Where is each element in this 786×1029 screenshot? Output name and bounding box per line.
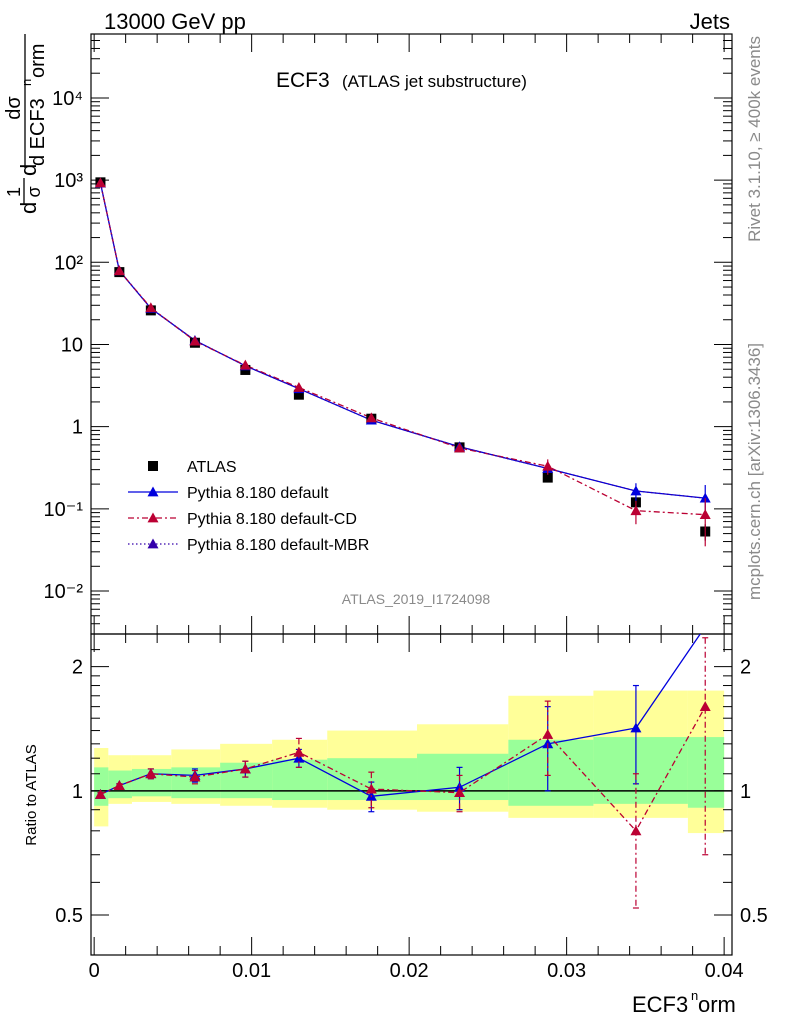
side-text-top: Rivet 3.1.10, ≥ 400k events xyxy=(745,36,764,242)
x-tick-label: 0.01 xyxy=(232,960,271,982)
analysis-tag: ATLAS_2019_I1724098 xyxy=(342,591,491,607)
ylabel-d1: d xyxy=(16,202,41,214)
y-tick-label: 1 xyxy=(72,417,83,439)
ratio-point xyxy=(454,781,466,792)
ratio-point xyxy=(113,780,125,790)
ylabel-dsigma: dσ xyxy=(3,96,25,120)
data-point-triangle xyxy=(454,442,466,453)
ratio-point xyxy=(239,763,251,774)
legend-marker xyxy=(147,512,159,523)
y-tick-label: 10 xyxy=(61,334,83,356)
ylabel-d2: d xyxy=(16,164,41,176)
data-point-triangle xyxy=(189,335,201,346)
ratio-point xyxy=(630,825,642,836)
ylabel-1: 1 xyxy=(4,187,24,197)
ratio-point xyxy=(365,783,377,794)
data-point-triangle xyxy=(145,302,157,313)
ratio-frame xyxy=(90,633,733,956)
ratio-point xyxy=(699,701,711,712)
legend-marker xyxy=(148,461,158,471)
ratio-y-tick-label-right: 0.5 xyxy=(740,905,768,927)
y-tick-label: 10⁴ xyxy=(52,88,83,110)
y-tick-label: 10⁻² xyxy=(44,581,84,603)
ratio-band-green xyxy=(272,759,328,801)
legend-label: Pythia 8.180 default xyxy=(187,485,329,502)
header-right: Jets xyxy=(690,9,730,34)
data-point-atlas xyxy=(293,389,304,400)
data-point-triangle xyxy=(365,412,377,423)
y-tick-label: 10² xyxy=(54,252,83,274)
ratio-point xyxy=(145,768,157,779)
data-point-triangle xyxy=(94,177,106,188)
chart-subtitle: (ATLAS jet substructure) xyxy=(342,72,527,91)
series-line xyxy=(99,182,706,499)
ylabel-n: n xyxy=(19,79,34,86)
ylabel-decf3: d ECF3 xyxy=(27,98,49,166)
y-tick-label: 10⁻¹ xyxy=(44,499,84,521)
ratio-band-green xyxy=(508,739,594,806)
x-axis-label: ECF3 n orm xyxy=(632,988,736,1017)
ratio-y-tick-label-right: 1 xyxy=(740,781,751,803)
ratio-point xyxy=(542,728,554,739)
header-left: 13000 GeV pp xyxy=(104,9,246,34)
xlabel-tail: orm xyxy=(698,992,736,1017)
ratio-plot-panel: 0 0.01 0.02 0.03 0.04 0.5 0.5 1 1 2 2 xyxy=(55,633,768,982)
data-point-triangle xyxy=(239,359,251,370)
legend-marker xyxy=(147,486,159,497)
xlabel-sup: n xyxy=(691,988,698,1003)
ylabel-orm: orm xyxy=(27,44,49,78)
main-plot-panel: 10⁻² 10⁻¹ 1 10 10² 10³ 10⁴ ATLAS Pythia 8.180 de… xyxy=(44,33,733,635)
side-text-bottom: mcplots.cern.ch [arXiv:1306.3436] xyxy=(745,343,764,600)
legend-marker xyxy=(147,538,159,549)
ratio-point xyxy=(630,722,642,733)
ratio-band-green xyxy=(417,753,509,801)
data-point-atlas xyxy=(542,472,553,483)
legend-label: Pythia 8.180 default-CD xyxy=(187,511,357,528)
ratio-point xyxy=(94,788,106,799)
ratio-y-tick-label: 2 xyxy=(72,657,83,679)
data-point-triangle xyxy=(699,509,711,520)
x-tick-label: 0.04 xyxy=(705,960,744,982)
data-point-triangle xyxy=(542,460,554,471)
ratio-y-label: Ratio to ATLAS xyxy=(23,744,40,845)
legend-label: Pythia 8.180 default-MBR xyxy=(187,537,369,554)
ratio-series-group xyxy=(94,634,711,909)
y-tick-label: 10³ xyxy=(54,170,83,192)
data-point-triangle xyxy=(699,492,711,503)
ratio-band-green xyxy=(687,737,725,808)
ratio-point xyxy=(454,787,466,798)
ratio-band-green xyxy=(94,767,109,806)
data-point-triangle xyxy=(630,485,642,496)
data-point-triangle xyxy=(293,381,305,392)
ratio-y-tick-label-right: 2 xyxy=(740,657,751,679)
ratio-y-tick-label: 0.5 xyxy=(55,905,83,927)
x-tick-label: 0.03 xyxy=(547,960,586,982)
legend: ATLAS Pythia 8.180 default Pythia 8.180 de… xyxy=(128,459,369,554)
ratio-band-green xyxy=(593,737,688,804)
ratio-y-tick-label: 1 xyxy=(72,781,83,803)
data-point-triangle xyxy=(630,505,642,516)
legend-label: ATLAS xyxy=(187,459,237,476)
series-line xyxy=(99,182,706,516)
chart-title: ECF3 xyxy=(276,69,330,92)
xlabel-main: ECF3 xyxy=(632,992,688,1017)
x-tick-label: 0 xyxy=(89,960,100,982)
x-tick-label: 0.02 xyxy=(390,960,429,982)
ylabel-sigma: σ xyxy=(24,186,44,197)
data-point-triangle xyxy=(113,265,125,276)
ratio-point xyxy=(293,746,305,757)
ratio-point xyxy=(189,771,201,782)
main-y-label: d 1 σ d dσ d ECF3 n orm xyxy=(3,34,49,214)
